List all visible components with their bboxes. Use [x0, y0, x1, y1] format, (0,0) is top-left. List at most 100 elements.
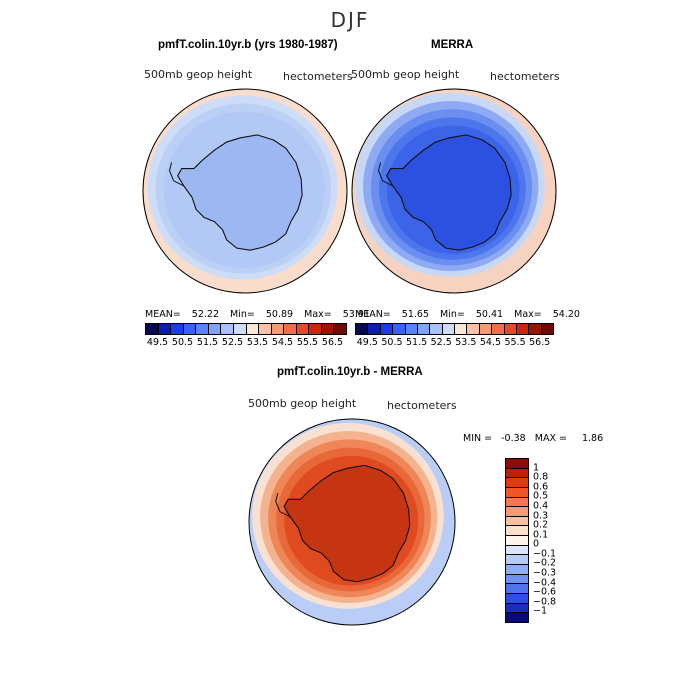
- min-label: MIN =: [463, 433, 493, 444]
- colorbar-tick-label: 51.5: [196, 337, 219, 348]
- colorbar-swatch: [479, 324, 493, 334]
- colorbar-swatch: [368, 324, 381, 334]
- panel-model-title: pmfT.colin.10yr.b (yrs 1980-1987): [158, 39, 338, 51]
- colorbar-swatch: [529, 324, 542, 334]
- panel-model-stats: MEAN= 52.22 Min= 50.89 Max= 53.91: [145, 309, 370, 320]
- colorbar-tick-label: −0.1: [533, 548, 557, 560]
- panel-model-units: hectometers: [283, 70, 353, 83]
- colorbar-diff-ticks: 1 0.8 0.6 0.5 0.4 0.3 0.2 0.1 0 −0.1 −0.2 −0.3 −0.4−…: [533, 458, 573, 621]
- colorbar-tick-label: 0: [533, 538, 540, 550]
- panel-diff-var-label: 500mb geop height: [248, 397, 357, 410]
- colorbar-swatch: [296, 324, 310, 334]
- colorbar-swatch: [380, 324, 394, 334]
- colorbar-swatch: [504, 324, 517, 334]
- colorbar-swatch: [196, 324, 209, 334]
- colorbar-swatch: [506, 565, 528, 575]
- min-label: Min=: [230, 309, 255, 320]
- season-title: DJF: [330, 8, 370, 32]
- colorbar-tick-label: 0.1: [533, 529, 549, 541]
- max-label: Max=: [304, 309, 332, 320]
- map-model-polar: [142, 88, 348, 294]
- mean-label: MEAN=: [145, 309, 181, 320]
- colorbar-tick-label: 56.5: [529, 337, 551, 348]
- colorbar-swatch: [506, 468, 528, 479]
- map-border: [248, 418, 456, 626]
- colorbar-swatch: [171, 324, 184, 334]
- colorbar-swatch: [492, 324, 505, 334]
- colorbar-tick-label: 54.5: [271, 337, 294, 348]
- colorbar-swatch: [393, 324, 406, 334]
- panel-merra-title: MERRA: [431, 39, 474, 51]
- panel-merra-units: hectometers: [490, 70, 560, 83]
- panel-diff-units: hectometers: [387, 399, 457, 412]
- colorbar-tick-label: −0.3: [533, 567, 557, 579]
- max-value: 1.86: [581, 433, 604, 444]
- colorbar-swatch: [221, 324, 234, 334]
- map-field: [352, 89, 556, 293]
- colorbar-tick-label: 55.5: [296, 337, 319, 348]
- panel-model-var-label: 500mb geop height: [144, 68, 253, 81]
- colorbar-swatch: [506, 497, 528, 508]
- colorbar-tick-label: 56.5: [321, 337, 344, 348]
- colorbar-swatch: [233, 324, 247, 334]
- min-value: -0.38: [501, 433, 526, 444]
- colorbar-tick-label: −0.2: [533, 557, 557, 569]
- colorbar-swatch: [506, 613, 528, 622]
- colorbar-tick-label: 0.8: [533, 471, 549, 483]
- map-border: [351, 88, 557, 294]
- colorbar-swatch: [356, 324, 369, 334]
- colorbar-swatch: [506, 574, 528, 585]
- colorbar-swatch: [506, 555, 528, 566]
- colorbar-swatch: [183, 324, 197, 334]
- colorbar-swatch: [516, 324, 530, 334]
- map-border: [142, 88, 348, 294]
- map-diff-polar: [248, 418, 456, 626]
- colorbar-tick-label: 0.3: [533, 510, 549, 522]
- colorbar-swatch: [158, 324, 172, 334]
- antarctica-coastline: [386, 134, 512, 251]
- colorbar-tick-label: 55.5: [504, 337, 526, 348]
- colorbar-tick-label: 0.4: [533, 500, 549, 512]
- colorbar-swatch: [506, 545, 528, 556]
- colorbar-swatch: [506, 603, 528, 614]
- colorbar-swatch: [309, 324, 322, 334]
- panel-merra-stats: MEAN= 51.65 Min= 50.41 Max= 54.20: [355, 309, 580, 320]
- min-label: Min=: [440, 309, 465, 320]
- colorbar-tick-label: 51.5: [405, 337, 428, 348]
- colorbar-tick-label: 1: [533, 462, 540, 474]
- peninsula-coastline: [275, 493, 291, 518]
- colorbar-swatch: [259, 324, 272, 334]
- colorbar-swatch: [442, 324, 455, 334]
- colorbar-swatch: [321, 324, 335, 334]
- colorbar-swatch: [506, 593, 528, 604]
- colorbar-tick-label: 53.5: [246, 337, 269, 348]
- colorbar-swatch: [208, 324, 222, 334]
- colorbar-tick-label: 50.5: [381, 337, 403, 348]
- colorbar-swatch: [284, 324, 297, 334]
- colorbar-swatch: [405, 324, 418, 334]
- map-field: [249, 419, 455, 625]
- colorbar-tick-label: 49.5: [146, 337, 169, 348]
- mean-value: 51.65: [401, 309, 429, 320]
- colorbar-model-ticks: 49.5 50.5 51.5 52.5 53.5 54.5 55.5 56.5: [145, 337, 345, 349]
- colorbar-swatch: [506, 487, 528, 498]
- min-value: 50.89: [265, 309, 294, 320]
- colorbar-tick-label: 0.2: [533, 519, 549, 531]
- panel-diff-title: pmfT.colin.10yr.b - MERRA: [277, 366, 423, 378]
- panel-diff-stats: MIN = -0.38 MAX = 1.86: [463, 433, 603, 444]
- colorbar-tick-label: 50.5: [171, 337, 194, 348]
- map-merra-polar: [351, 88, 557, 294]
- mean-value: 52.22: [191, 309, 219, 320]
- colorbar-tick-label: −1: [533, 605, 548, 617]
- colorbar-swatch: [417, 324, 431, 334]
- colorbar-tick-label: 0.6: [533, 481, 549, 493]
- colorbar-diff: [505, 458, 529, 623]
- colorbar-swatch: [506, 507, 528, 517]
- colorbar-tick-label: −0.8: [533, 596, 557, 608]
- antarctica-coastline: [177, 134, 303, 251]
- colorbar-tick-label: −0.4: [533, 577, 557, 589]
- colorbar-tick-label: 52.5: [430, 337, 452, 348]
- antarctica-coastline: [283, 464, 411, 583]
- min-value: 50.41: [475, 309, 504, 320]
- colorbar-swatch: [506, 516, 528, 527]
